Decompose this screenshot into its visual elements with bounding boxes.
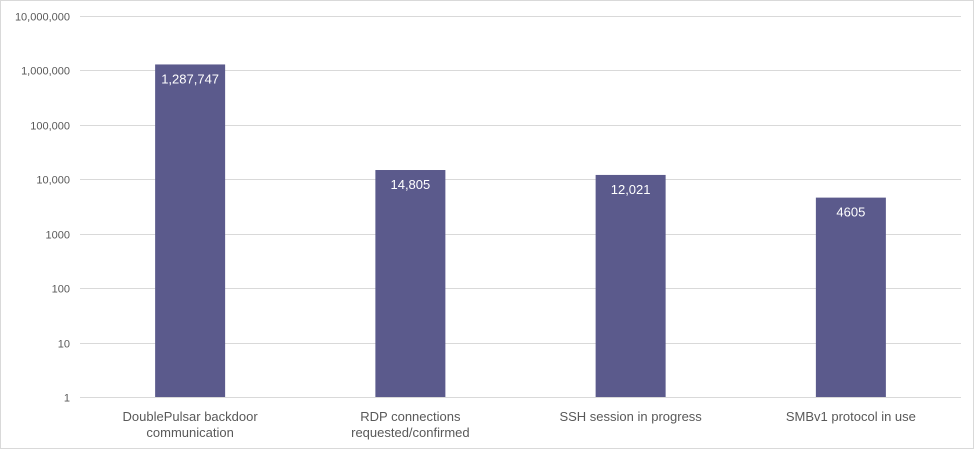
data-labels: 1,287,747 14,805 12,021 4605: [161, 71, 865, 219]
category-label: SMBv1 protocol in use: [786, 409, 916, 424]
y-tick-label: 100: [52, 284, 70, 296]
bar: [155, 64, 226, 397]
y-tick-label: 10,000,000: [15, 12, 70, 24]
data-label: 1,287,747: [161, 71, 219, 86]
category-label: DoublePulsar backdoor: [123, 409, 259, 424]
y-tick-label: 1,000,000: [21, 66, 70, 78]
data-label: 14,805: [390, 177, 430, 192]
gridlines: [80, 16, 961, 398]
y-tick-label: 100,000: [30, 121, 70, 133]
y-tick-label: 10: [58, 339, 70, 351]
category-label: RDP connections: [360, 409, 461, 424]
bar: [375, 170, 446, 397]
category-label: requested/confirmed: [351, 425, 470, 440]
bar: [815, 197, 886, 397]
y-tick-label: 1000: [46, 230, 70, 242]
data-label: 4605: [836, 205, 865, 220]
y-tick-label: 10,000: [36, 175, 70, 187]
data-label: 12,021: [611, 182, 651, 197]
bar: [595, 174, 666, 397]
bars: [155, 64, 886, 397]
category-label: SSH session in progress: [559, 409, 702, 424]
y-tick-label: 1: [64, 393, 70, 405]
y-axis-tick-labels: 1 10 100 1000 10,000 100,000 1,000,000 10,000,0…: [15, 12, 70, 405]
category-label: communication: [146, 425, 233, 440]
